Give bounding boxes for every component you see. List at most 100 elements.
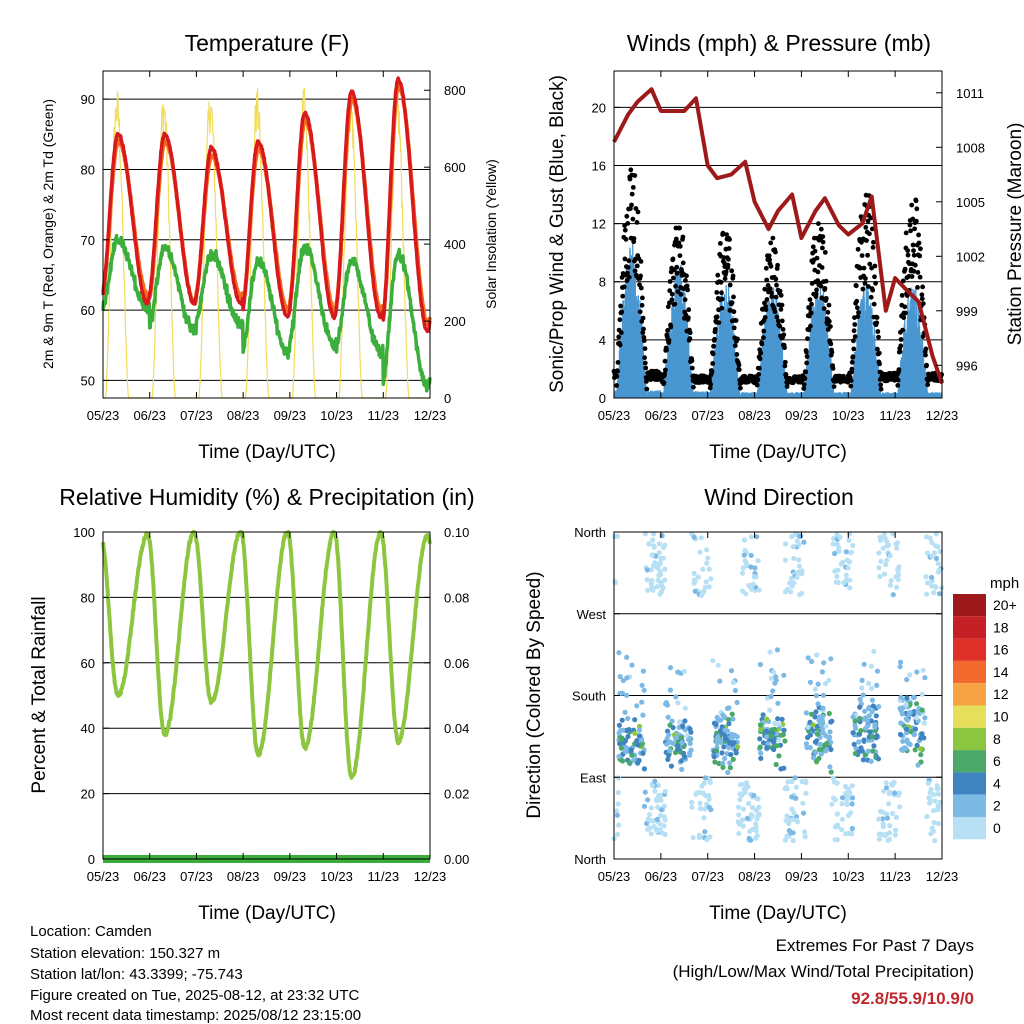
direction-point <box>656 550 662 556</box>
direction-point <box>886 801 892 807</box>
direction-point <box>681 668 687 674</box>
direction-point <box>782 557 789 563</box>
direction-point <box>831 535 837 542</box>
temperature-frame <box>102 70 431 399</box>
direction-point <box>641 687 647 693</box>
gust-point <box>775 262 780 268</box>
direction-point <box>784 813 790 819</box>
gust-point <box>907 222 913 228</box>
gust-point <box>767 286 773 292</box>
gust-point <box>874 315 880 320</box>
direction-point <box>794 570 801 576</box>
gust-point <box>779 302 785 308</box>
direction-point <box>919 707 925 713</box>
gust-point <box>772 309 778 315</box>
direction-point <box>687 752 693 758</box>
direction-point <box>768 693 774 700</box>
direction-point <box>888 578 894 584</box>
gust-point <box>774 314 780 320</box>
gust-point <box>623 236 629 242</box>
direction-point <box>807 679 814 685</box>
direction-point <box>776 753 782 759</box>
gust-point <box>775 318 781 324</box>
direction-point <box>622 709 628 715</box>
gust-point <box>733 318 739 323</box>
direction-point <box>900 738 906 744</box>
gust-point <box>925 382 931 388</box>
footer-location: Location: Camden <box>30 923 152 940</box>
x-tick-label: 11/23 <box>879 869 911 884</box>
direction-point <box>668 763 675 769</box>
direction-point <box>692 588 698 594</box>
y-tick-label: 70 <box>81 233 95 248</box>
direction-point <box>814 723 820 730</box>
winds-frame <box>613 70 943 399</box>
direction-point <box>929 583 935 589</box>
direction-point <box>617 741 623 747</box>
legend-swatch <box>953 594 986 617</box>
y-tick-label: 20 <box>592 100 606 115</box>
legend-swatch <box>953 772 986 795</box>
direction-point <box>789 533 795 540</box>
direction-point <box>883 831 889 837</box>
direction-point <box>922 675 928 681</box>
x-tick-label: 09/23 <box>274 869 307 884</box>
pressure-series <box>612 87 944 385</box>
direction-point <box>869 685 875 691</box>
direction-point <box>625 715 631 722</box>
gust-point <box>822 286 828 291</box>
y-tick-label: 50 <box>81 373 95 388</box>
direction-point <box>741 537 748 543</box>
direction-point <box>876 704 882 710</box>
gust-point <box>687 336 693 341</box>
direction-point <box>928 786 934 793</box>
direction-point <box>843 549 849 555</box>
direction-point <box>834 837 841 843</box>
direction-point <box>644 577 650 583</box>
direction-point <box>756 804 762 810</box>
gust-point <box>644 386 650 392</box>
direction-point <box>726 745 732 751</box>
gust-point <box>804 360 810 366</box>
direction-point <box>931 807 937 814</box>
gust-point <box>643 365 649 371</box>
direction-point <box>865 748 872 754</box>
gust-point <box>764 277 770 283</box>
direction-point <box>748 564 754 570</box>
direction-point <box>907 709 913 715</box>
direction-point <box>658 807 664 813</box>
gust-point <box>632 173 638 178</box>
gust-point <box>759 341 765 347</box>
gust-point <box>865 252 870 258</box>
direction-point <box>793 795 799 801</box>
direction-point <box>659 533 665 539</box>
gust-point <box>642 346 648 351</box>
direction-point <box>634 703 640 709</box>
direction-point <box>845 786 851 792</box>
direction-point <box>789 778 795 785</box>
direction-point <box>851 741 857 747</box>
direction-point <box>691 570 697 577</box>
legend-title: mph <box>990 575 1019 592</box>
direction-point <box>624 692 630 699</box>
direction-point <box>697 549 703 555</box>
gust-point <box>715 272 721 278</box>
direction-point <box>805 734 811 741</box>
direction-point <box>736 830 742 837</box>
direction-point <box>727 765 734 771</box>
direction-point <box>830 775 836 781</box>
direction-point <box>697 806 704 812</box>
legend-swatch <box>953 817 986 840</box>
direction-point <box>659 589 665 595</box>
direction-point <box>846 537 852 544</box>
direction-point <box>687 726 693 732</box>
gust-point <box>825 309 831 315</box>
gust-point <box>868 294 874 300</box>
direction-point <box>935 561 941 567</box>
direction-point <box>881 531 887 537</box>
footer-created: Figure created on Tue, 2025-08-12, at 23… <box>30 987 360 1004</box>
gust-point <box>849 366 855 372</box>
direction-point <box>885 837 891 844</box>
gust-point <box>864 238 869 243</box>
direction-point <box>931 590 937 596</box>
